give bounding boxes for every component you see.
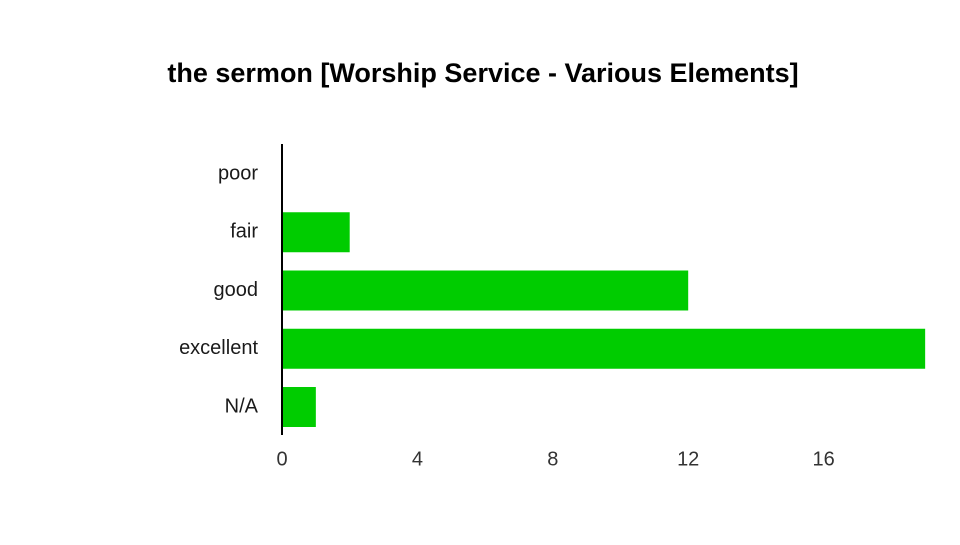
x-tick-label-0: 0 (276, 448, 287, 470)
x-tick-label-4: 4 (412, 448, 423, 470)
category-label-fair: fair (230, 221, 258, 243)
x-tick-label-8: 8 (547, 448, 558, 470)
bar-n-a (282, 387, 316, 427)
category-label-poor: poor (218, 162, 258, 184)
category-label-good: good (214, 279, 259, 301)
category-label-n-a: N/A (225, 395, 259, 417)
bar-excellent (282, 328, 926, 369)
bar-fair (282, 212, 350, 253)
bar-good (282, 270, 689, 311)
bars-layer (282, 212, 926, 427)
category-labels: poor fair good excellent N/A (179, 162, 259, 417)
category-label-excellent: excellent (179, 337, 258, 359)
x-tick-labels: 0 4 8 12 16 (276, 448, 834, 470)
x-tick-label-12: 12 (677, 448, 699, 470)
x-tick-label-16: 16 (812, 448, 834, 470)
chart-title: the sermon [Worship Service - Various El… (167, 58, 798, 88)
